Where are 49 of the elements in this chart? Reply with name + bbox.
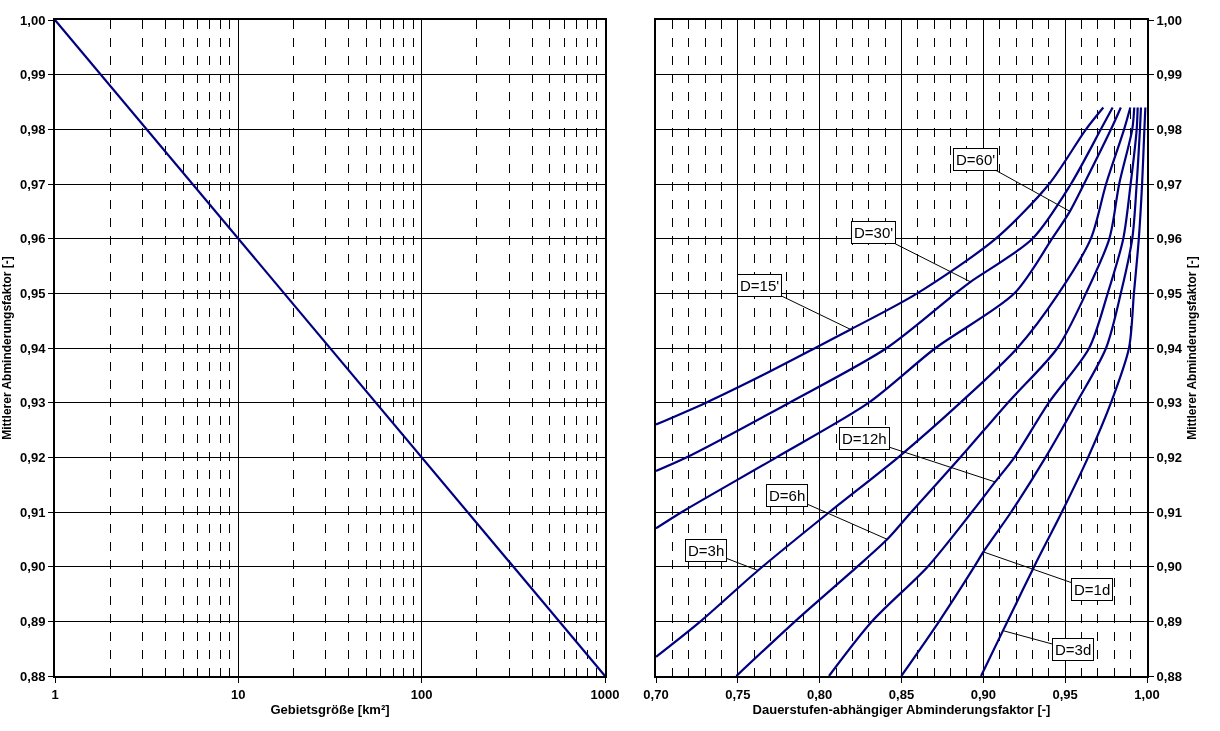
x-tick-label: 0,95: [1052, 686, 1078, 702]
y-tick-label: 0,88: [20, 668, 46, 684]
x-axis-title: Dauerstufen-abhängiger Abminderungsfaktor [-]: [752, 701, 1051, 717]
x-tick-label: 1: [51, 686, 59, 702]
x-axis-title: Gebietsgröße [km²]: [270, 701, 390, 717]
y-axis-title: Mittlerer Abminderungsfaktor [-]: [0, 256, 14, 440]
y-tick-label: 0,95: [20, 285, 46, 301]
x-tick-label: 0,85: [888, 686, 915, 702]
y-tick-label: 0,97: [1156, 176, 1182, 192]
x-tick-label: 1,00: [1134, 686, 1160, 702]
x-tick-label: 0,75: [725, 686, 751, 702]
y-tick-label: 0,91: [20, 504, 46, 520]
y-tick-label: 0,90: [20, 559, 46, 575]
x-tick-label: 100: [410, 686, 433, 702]
y-tick-label: 0,99: [20, 67, 46, 83]
annotation: D=15': [740, 277, 780, 294]
y-tick-label: 0,89: [1156, 613, 1182, 629]
y-tick-label: 0,97: [20, 176, 46, 192]
y-tick-label: 0,95: [1156, 285, 1182, 301]
y-tick-label: 0,92: [1156, 449, 1182, 465]
x-tick-label: 0,90: [970, 686, 996, 702]
x-tick-label: 1000: [590, 686, 620, 702]
y-tick-label: 0,89: [20, 613, 46, 629]
y-tick-label: 0,90: [1156, 559, 1182, 575]
y-tick-label: 0,93: [1156, 395, 1182, 411]
y-tick-label: 0,96: [1156, 231, 1182, 247]
x-tick-label: 0,80: [807, 686, 833, 702]
annotation: D=6h: [769, 487, 806, 504]
y-tick-label: 0,88: [1156, 668, 1182, 684]
y-tick-label: 0,98: [1156, 121, 1182, 137]
annotation: D=12h: [842, 430, 887, 447]
y-tick-label: 0,98: [20, 121, 46, 137]
y-tick-label: 0,92: [20, 449, 46, 465]
y-axis-title: Mittlerer Abminderungsfaktor [-]: [1185, 256, 1200, 440]
annotation: D=3d: [1055, 641, 1092, 658]
y-tick-label: 0,96: [20, 231, 46, 247]
y-tick-label: 1,00: [1156, 12, 1182, 28]
annotation: D=30': [854, 224, 894, 241]
y-tick-label: 0,91: [1156, 504, 1182, 520]
annotation: D=1d: [1074, 581, 1111, 598]
y-tick-label: 0,93: [20, 395, 46, 411]
y-tick-label: 0,94: [20, 340, 47, 356]
x-tick-label: 10: [231, 686, 246, 702]
y-tick-label: 1,00: [20, 12, 46, 28]
annotation: D=60': [956, 151, 996, 168]
y-tick-label: 0,94: [1156, 340, 1183, 356]
annotation: D=3h: [688, 542, 725, 559]
x-tick-label: 0,70: [643, 686, 669, 702]
y-tick-label: 0,99: [1156, 67, 1182, 83]
